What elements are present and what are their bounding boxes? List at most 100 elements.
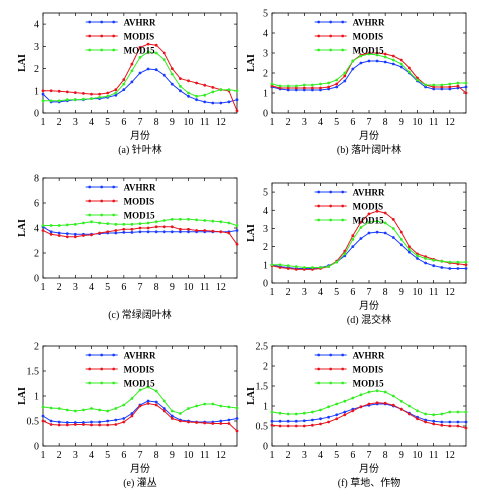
chart-a-legend-mod15-marker bbox=[88, 48, 92, 52]
chart-c-modis-point bbox=[195, 229, 199, 232]
chart-e-ytick-label: 1.5 bbox=[27, 367, 40, 378]
chart-f-ytick-label: 1.5 bbox=[256, 382, 269, 393]
chart-f-modis-point bbox=[286, 424, 290, 428]
chart-d-ytick-label: 3 bbox=[263, 224, 268, 235]
chart-d-mod15-point bbox=[286, 264, 290, 268]
chart-a-avhrr-point bbox=[154, 68, 158, 72]
chart-e-mod15-point bbox=[122, 403, 126, 407]
chart-a-avhrr-point bbox=[179, 89, 182, 93]
chart-c-legend-mod15-marker bbox=[100, 213, 104, 217]
chart-f-avhrr-point bbox=[343, 410, 347, 414]
chart-d-mod15-point bbox=[311, 266, 314, 269]
chart-a-avhrr-point bbox=[122, 88, 126, 92]
chart-e-modis-point bbox=[41, 419, 45, 423]
chart-c-xtick-label: 3 bbox=[73, 282, 78, 293]
chart-d-modis-point bbox=[286, 267, 290, 270]
chart-c-mod15-point bbox=[187, 217, 190, 221]
chart-a-mod15-point bbox=[57, 99, 61, 103]
chart-d-avhrr-point bbox=[432, 264, 436, 268]
chart-e-mod15-point bbox=[114, 407, 118, 410]
chart-e-legend-avhrr-label: AVHRR bbox=[124, 351, 156, 361]
chart-c-xtick-label: 2 bbox=[57, 282, 62, 293]
chart-b-xlabel: 月份 bbox=[359, 130, 379, 142]
chart-c-avhrr-point bbox=[57, 231, 61, 235]
chart-a-legend-avhrr-marker bbox=[112, 20, 116, 24]
chart-a-legend-modis-marker bbox=[112, 34, 116, 38]
chart-a-legend-mod15-marker bbox=[100, 48, 104, 52]
chart-e-modis-point bbox=[170, 417, 174, 420]
chart-b-modis-point bbox=[302, 86, 306, 90]
chart-f-mod15-point bbox=[424, 412, 427, 416]
chart-b-xtick-label: 5 bbox=[334, 117, 339, 128]
chart-f-legend-mod15-marker bbox=[317, 381, 321, 385]
chart-f-legend-mod15-marker bbox=[341, 381, 345, 385]
chart-c-xtick-label: 9 bbox=[170, 282, 175, 293]
chart-d-mod15-point bbox=[383, 221, 387, 225]
chart-d-mod15-point bbox=[367, 220, 371, 224]
chart-a-avhrr-point bbox=[219, 101, 223, 105]
chart-e-modis-point bbox=[90, 423, 93, 427]
chart-a-xtick-label: 11 bbox=[200, 117, 210, 128]
chart-c-avhrr-point bbox=[162, 230, 166, 234]
chart-f-mod15-point bbox=[456, 410, 460, 414]
chart-b-mod15-point bbox=[367, 52, 371, 56]
chart-d-modis-point bbox=[367, 212, 371, 216]
chart-f-avhrr-point bbox=[424, 418, 427, 422]
chart-b-mod15-point bbox=[319, 82, 322, 86]
chart-b-legend-avhrr-label: AVHRR bbox=[353, 18, 385, 28]
chart-e-caption: (e) 灌丛 bbox=[123, 477, 157, 489]
chart-b-xtick-label: 7 bbox=[367, 117, 372, 128]
chart-b-modis-point bbox=[278, 86, 282, 90]
chart-f-avhrr-point bbox=[464, 420, 468, 424]
chart-a-modis-point bbox=[122, 78, 126, 82]
chart-e-modis-point bbox=[195, 421, 199, 424]
chart-b-xtick-label: 2 bbox=[286, 117, 291, 128]
chart-a-avhrr-point bbox=[203, 100, 207, 104]
chart-d-xtick-label: 7 bbox=[367, 287, 372, 298]
chart-a-mod15-point bbox=[195, 94, 199, 98]
chart-a-mod15-point bbox=[98, 96, 101, 99]
chart-e-mod15-point bbox=[49, 406, 53, 410]
chart-e-avhrr-point bbox=[82, 421, 85, 424]
chart-c-mod15-point bbox=[162, 219, 166, 222]
chart-b-mod15-point bbox=[391, 58, 395, 62]
chart-e-modis-point bbox=[235, 429, 239, 433]
chart-b-ytick-label: 1 bbox=[263, 89, 268, 100]
chart-b-modis-point bbox=[286, 86, 290, 90]
chart-b-modis-point bbox=[294, 86, 298, 90]
chart-e-mod15-point bbox=[65, 408, 69, 412]
chart-c-ytick-label: 6 bbox=[34, 199, 39, 210]
chart-e-ytick-label: 0.5 bbox=[27, 417, 40, 428]
chart-f-legend-avhrr-label: AVHRR bbox=[353, 351, 385, 361]
chart-b-avhrr-point bbox=[327, 87, 330, 91]
chart-d-legend-mod15-marker bbox=[317, 218, 321, 222]
chart-f-avhrr-point bbox=[311, 418, 314, 422]
chart-d-legend-avhrr-label: AVHRR bbox=[353, 188, 385, 198]
chart-f-mod15-point bbox=[335, 402, 339, 406]
chart-a-xtick-label: 8 bbox=[154, 117, 159, 128]
chart-b-legend-modis-label: MODIS bbox=[353, 32, 384, 42]
chart-d-legend-modis-marker bbox=[317, 204, 321, 208]
chart-a-mod15-point bbox=[146, 50, 150, 54]
chart-f-ytick-label: 0 bbox=[263, 442, 268, 453]
chart-f-mod15-point bbox=[351, 396, 355, 400]
chart-a-mod15-point bbox=[41, 99, 45, 103]
chart-c-legend-mod15-marker bbox=[112, 213, 116, 217]
chart-b-mod15-point bbox=[456, 81, 460, 85]
chart-e-ytick-label: 1 bbox=[34, 392, 39, 403]
chart-c-legend-modis-marker bbox=[100, 199, 104, 203]
chart-f-modis-point bbox=[319, 422, 322, 426]
chart-c-modis-point bbox=[179, 227, 182, 231]
chart-d-modis-point bbox=[375, 209, 379, 213]
chart-a-modis-point bbox=[138, 46, 142, 49]
chart-d-xtick-label: 2 bbox=[286, 287, 291, 298]
chart-f-mod15-point bbox=[464, 410, 468, 414]
chart-a-mod15-point bbox=[114, 91, 118, 95]
chart-e-legend-modis-marker bbox=[88, 367, 92, 371]
chart-a-xtick-label: 3 bbox=[73, 117, 78, 128]
chart-b-modis-point bbox=[311, 86, 314, 90]
chart-e-mod15-point bbox=[211, 402, 215, 406]
chart-b-ytick-label: 0 bbox=[263, 109, 268, 120]
chart-b-mod15-point bbox=[399, 62, 403, 66]
chart-b-avhrr-point bbox=[302, 88, 306, 92]
